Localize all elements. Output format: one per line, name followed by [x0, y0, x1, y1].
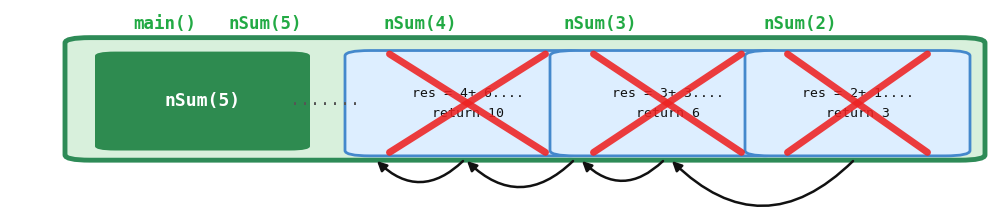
Text: res = 4+ 6....
return 10: res = 4+ 6.... return 10 [412, 87, 524, 120]
Text: .......: ....... [290, 91, 360, 109]
FancyArrowPatch shape [469, 161, 573, 187]
Text: nSum(2): nSum(2) [763, 15, 837, 33]
FancyArrowPatch shape [379, 161, 463, 182]
FancyBboxPatch shape [65, 38, 985, 160]
FancyBboxPatch shape [550, 51, 785, 156]
Text: nSum(5): nSum(5) [228, 15, 302, 33]
Text: main(): main() [134, 15, 196, 33]
Text: nSum(5): nSum(5) [164, 92, 241, 110]
Text: res = 3+ 3....
return 6: res = 3+ 3.... return 6 [612, 87, 724, 120]
Text: nSum(4): nSum(4) [383, 15, 457, 33]
FancyBboxPatch shape [95, 52, 310, 150]
FancyArrowPatch shape [584, 161, 663, 181]
FancyBboxPatch shape [745, 51, 970, 156]
Text: nSum(3): nSum(3) [563, 15, 637, 33]
FancyArrowPatch shape [674, 161, 853, 206]
FancyBboxPatch shape [345, 51, 590, 156]
Text: res = 2+ 1....
return 3: res = 2+ 1.... return 3 [802, 87, 914, 120]
